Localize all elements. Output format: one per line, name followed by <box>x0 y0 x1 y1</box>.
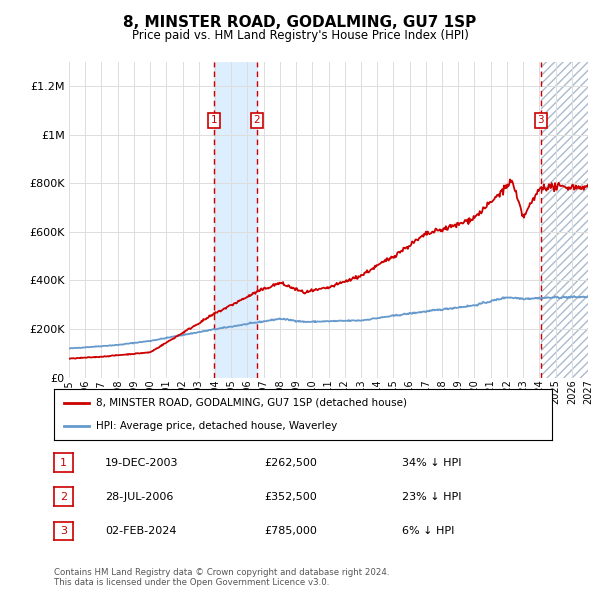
Text: 6% ↓ HPI: 6% ↓ HPI <box>402 526 454 536</box>
Text: 1: 1 <box>211 115 218 125</box>
Text: 34% ↓ HPI: 34% ↓ HPI <box>402 458 461 467</box>
Text: Price paid vs. HM Land Registry's House Price Index (HPI): Price paid vs. HM Land Registry's House … <box>131 30 469 42</box>
Text: 3: 3 <box>538 115 544 125</box>
Text: £785,000: £785,000 <box>264 526 317 536</box>
Text: 8, MINSTER ROAD, GODALMING, GU7 1SP: 8, MINSTER ROAD, GODALMING, GU7 1SP <box>124 15 476 30</box>
Text: 3: 3 <box>60 526 67 536</box>
Bar <box>541 62 588 378</box>
Text: 1: 1 <box>60 458 67 467</box>
Text: 8, MINSTER ROAD, GODALMING, GU7 1SP (detached house): 8, MINSTER ROAD, GODALMING, GU7 1SP (det… <box>97 398 407 408</box>
Text: £262,500: £262,500 <box>264 458 317 467</box>
Bar <box>214 62 257 378</box>
Bar <box>541 62 588 378</box>
Text: 2: 2 <box>253 115 260 125</box>
Text: £352,500: £352,500 <box>264 492 317 502</box>
Text: HPI: Average price, detached house, Waverley: HPI: Average price, detached house, Wave… <box>97 421 338 431</box>
Text: Contains HM Land Registry data © Crown copyright and database right 2024.
This d: Contains HM Land Registry data © Crown c… <box>54 568 389 587</box>
Text: 02-FEB-2024: 02-FEB-2024 <box>105 526 176 536</box>
Text: 28-JUL-2006: 28-JUL-2006 <box>105 492 173 502</box>
Text: 23% ↓ HPI: 23% ↓ HPI <box>402 492 461 502</box>
Text: 2: 2 <box>60 492 67 502</box>
Text: 19-DEC-2003: 19-DEC-2003 <box>105 458 179 467</box>
